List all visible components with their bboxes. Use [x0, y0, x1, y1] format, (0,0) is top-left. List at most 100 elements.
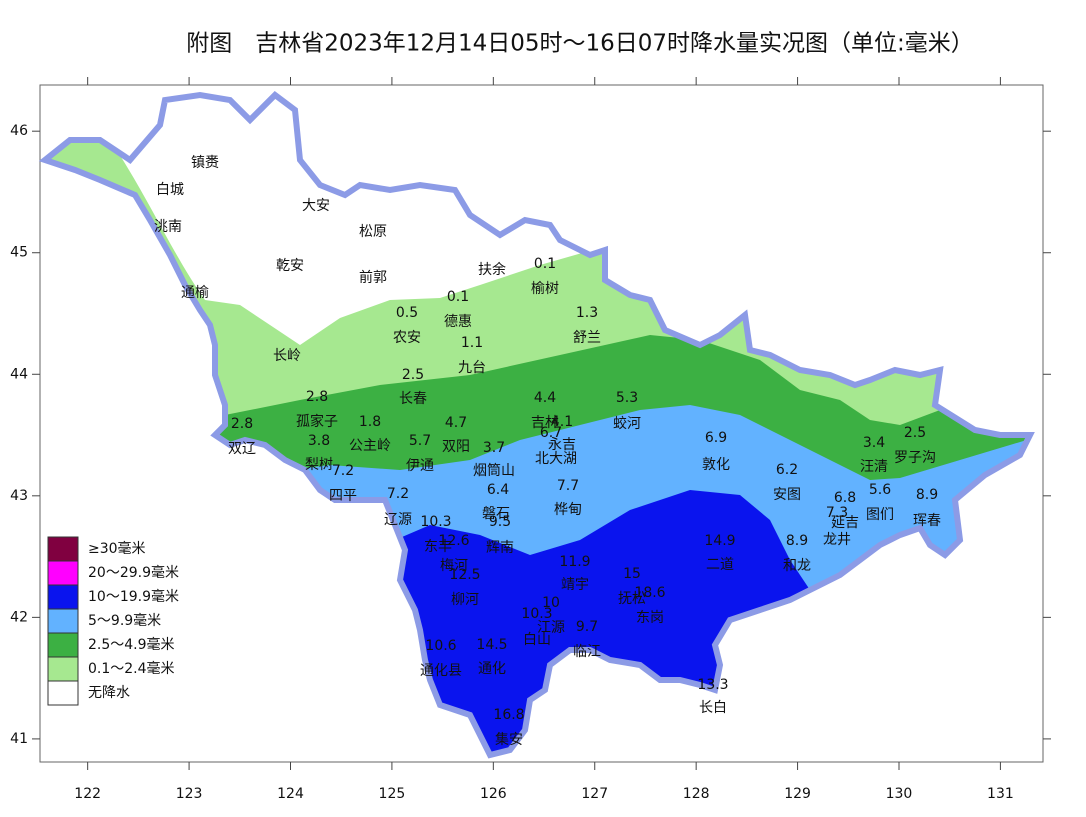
place-name: 洮南 — [154, 219, 182, 235]
station-value: 12.6 — [438, 533, 469, 549]
place-name: 蛟河 — [613, 416, 641, 432]
place-name: 公主岭 — [349, 438, 391, 454]
place-name: 二道 — [706, 557, 734, 573]
place-name: 扶余 — [478, 261, 506, 278]
place-name: 榆树 — [531, 281, 559, 297]
place-name: 东岗 — [636, 610, 664, 626]
place-name: 通化县 — [420, 663, 462, 679]
station-value: 13.3 — [697, 677, 728, 693]
place-name: 镇赉 — [191, 155, 219, 171]
station-value: 16.8 — [493, 707, 524, 723]
legend-label: 5～9.9毫米 — [88, 612, 161, 629]
place-name: 双阳 — [442, 439, 470, 455]
legend-label: ≥30毫米 — [88, 540, 146, 557]
place-name: 松原 — [359, 224, 387, 240]
place-name: 龙井 — [823, 532, 851, 548]
station-value: 7.3 — [826, 505, 848, 521]
place-name: 磐石 — [482, 506, 510, 522]
station-value: 2.5 — [402, 367, 424, 383]
station-value: 2.5 — [904, 425, 926, 441]
place-name: 通榆 — [181, 285, 209, 301]
station-value: 2.8 — [231, 416, 253, 432]
legend-label: 20～29.9毫米 — [88, 564, 179, 581]
station-value: 0.1 — [534, 256, 556, 272]
station-value: 5.3 — [616, 390, 638, 406]
x-tick-label: 131 — [987, 786, 1014, 802]
x-tick-label: 127 — [581, 786, 608, 802]
station-value: 9.7 — [576, 619, 598, 635]
place-name: 东丰 — [424, 539, 452, 555]
legend-swatch — [47, 536, 79, 562]
place-name: 辽源 — [384, 512, 412, 528]
station-value: 6.7 — [540, 425, 562, 441]
place-name: 吉林 — [531, 415, 559, 431]
place-name: 靖宇 — [561, 577, 589, 593]
place-name: 敦化 — [702, 457, 730, 473]
station-value: 18.6 — [634, 585, 665, 601]
y-tick-label: 45 — [10, 245, 28, 261]
station-value: 6.2 — [776, 462, 798, 478]
station-value: 6.9 — [705, 430, 727, 446]
place-name: 永吉 — [548, 437, 576, 453]
station-value: 11.9 — [559, 554, 590, 570]
place-name: 抚松 — [618, 591, 646, 607]
station-value: 10 — [542, 595, 560, 611]
station-value: 5.6 — [869, 482, 891, 498]
station-value: 0.5 — [396, 305, 418, 321]
x-tick-label: 128 — [683, 786, 710, 802]
place-name: 烟筒山 — [473, 462, 515, 479]
station-value: 15 — [623, 566, 641, 582]
place-name: 德惠 — [444, 314, 472, 330]
place-name: 北大湖 — [535, 451, 577, 467]
x-tick-label: 124 — [277, 786, 304, 802]
station-value: 0.1 — [447, 289, 469, 305]
map-frame — [39, 84, 1044, 763]
place-name: 图们 — [866, 507, 894, 523]
station-value: 6.4 — [487, 482, 509, 498]
y-tick-label: 44 — [10, 366, 28, 382]
station-value: 3.4 — [863, 435, 885, 451]
station-value: 4.1 — [551, 414, 573, 430]
y-tick-label: 42 — [10, 609, 28, 625]
station-value: 10.6 — [425, 638, 456, 654]
station-value: 7.2 — [387, 486, 409, 502]
station-value: 1.1 — [461, 335, 483, 351]
station-value: 1.8 — [359, 414, 381, 430]
place-name: 柳河 — [451, 591, 479, 608]
station-value: 2.8 — [306, 389, 328, 405]
place-name: 白山 — [523, 632, 551, 648]
station-value: 10.3 — [420, 514, 451, 530]
place-name: 汪清 — [860, 459, 888, 475]
place-name: 延吉 — [831, 515, 859, 531]
legend-swatch — [47, 656, 79, 682]
station-value: 7.7 — [557, 478, 579, 494]
place-name: 通化 — [478, 661, 506, 677]
station-value: 5.7 — [409, 433, 431, 449]
place-name: 乾安 — [276, 258, 304, 274]
station-value: 3.7 — [483, 440, 505, 456]
legend-label: 10～19.9毫米 — [88, 588, 179, 605]
place-name: 白城 — [156, 182, 184, 198]
station-value: 4.4 — [534, 390, 556, 406]
place-name: 九台 — [458, 360, 486, 376]
x-tick-label: 122 — [74, 786, 101, 802]
place-name: 辉南 — [486, 540, 514, 556]
place-name: 梨树 — [305, 457, 333, 473]
place-name: 桦甸 — [554, 502, 582, 518]
legend-label: 2.5～4.9毫米 — [88, 636, 175, 653]
station-value: 12.5 — [449, 567, 480, 583]
legend-label: 0.1～2.4毫米 — [88, 660, 175, 677]
place-name: 伊通 — [406, 458, 434, 474]
station-value: 3.8 — [308, 433, 330, 449]
place-name: 安图 — [773, 487, 801, 503]
place-name: 双辽 — [228, 441, 256, 457]
x-tick-label: 130 — [886, 786, 913, 802]
y-tick-label: 46 — [10, 123, 28, 139]
y-tick-label: 41 — [10, 731, 28, 747]
legend-swatch — [47, 560, 79, 586]
place-name: 长岭 — [273, 348, 301, 364]
station-value: 4.7 — [445, 415, 467, 431]
legend-swatch — [47, 680, 79, 706]
place-name: 罗子沟 — [894, 450, 936, 466]
